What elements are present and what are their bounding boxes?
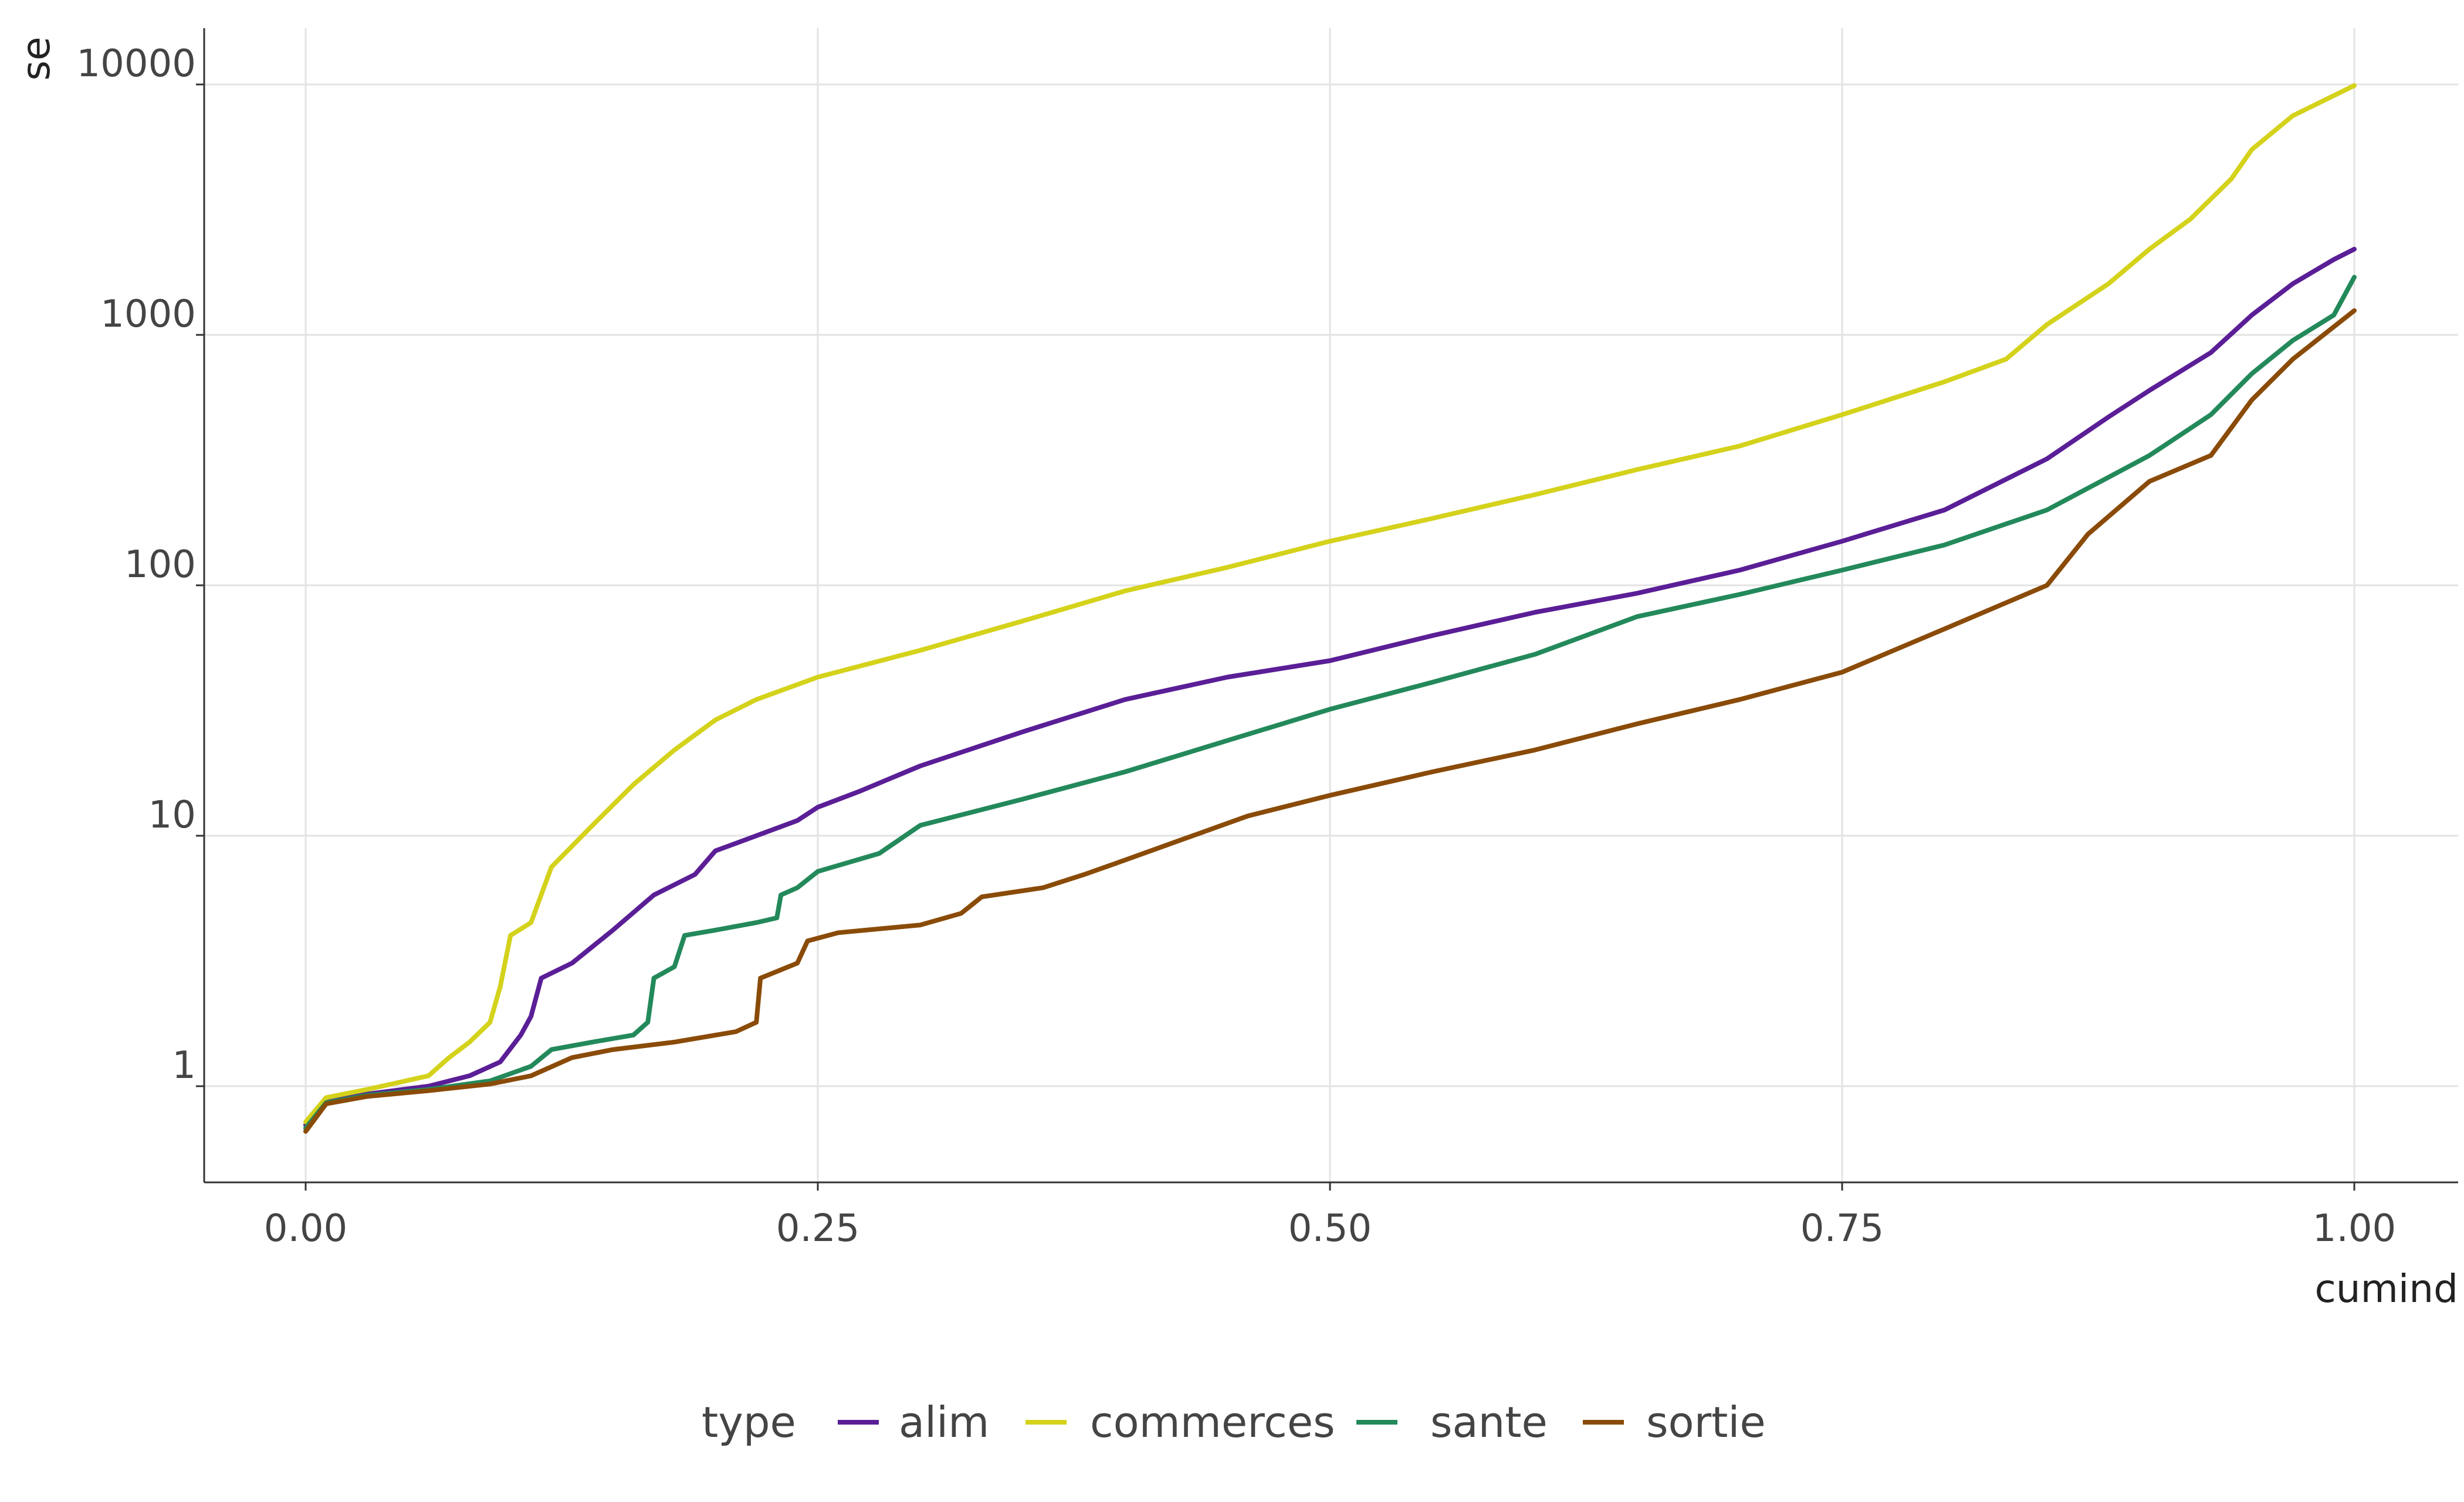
legend: type alim commerces sante sortie [702,1398,1766,1447]
legend-label-sortie: sortie [1646,1398,1766,1447]
y-tick-label: 1 [172,1044,196,1087]
axes [203,28,2458,1184]
legend-label-sante: sante [1430,1398,1548,1447]
x-axis-title: cumind [2315,1266,2458,1311]
series-line-sante [303,274,2357,1131]
series-line-commerces [303,83,2357,1124]
y-tick-label: 10 [148,794,196,837]
legend-label-alim: alim [899,1398,989,1447]
legend-label-commerces: commerces [1090,1398,1335,1447]
y-ticks: 1 10 100 1000 10000 [76,42,204,1087]
x-tick-label: 0.00 [264,1207,348,1250]
x-tick-label: 0.50 [1288,1207,1372,1250]
series-line-alim [303,246,2357,1128]
y-tick-label: 10000 [76,42,196,86]
y-tick-label: 1000 [100,293,196,336]
series-lines [303,83,2357,1134]
series-line-sortie [303,308,2357,1134]
x-ticks: 0.00 0.25 0.50 0.75 1.00 [264,1182,2397,1250]
x-tick-label: 0.75 [1800,1207,1884,1250]
x-tick-label: 0.25 [776,1207,860,1250]
y-axis-title: se [13,37,59,81]
legend-title: type [702,1398,796,1447]
x-tick-label: 1.00 [2313,1207,2397,1250]
y-tick-label: 100 [124,543,196,586]
